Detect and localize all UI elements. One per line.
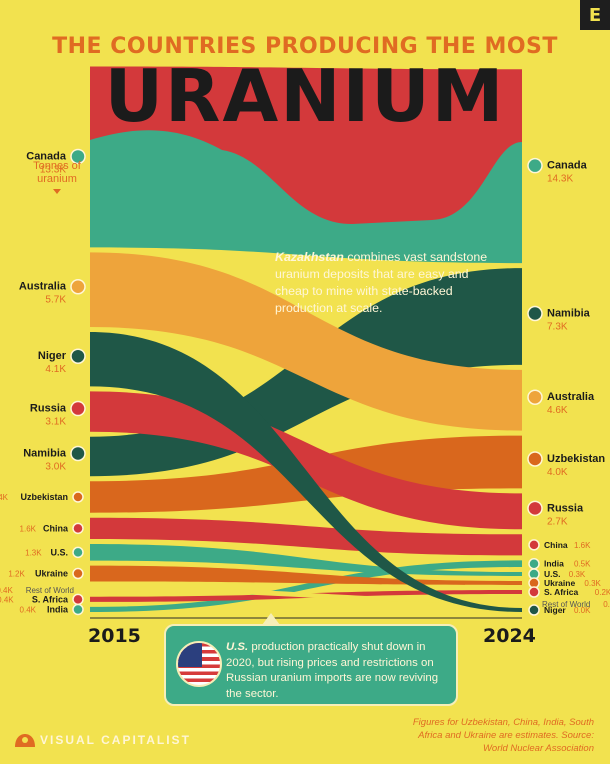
label-s-africa-start: S. Africa (32, 594, 69, 604)
flag-namibia-end-icon (527, 305, 543, 322)
value-canada-start: 13.3K (40, 164, 66, 175)
flag-china-end-icon (528, 539, 540, 551)
value-rest-of-world-start: 0.4K (0, 586, 13, 595)
flag-canada-start-icon (70, 148, 86, 165)
value-namibia-end: 7.3K (547, 321, 568, 332)
value-india-start: 0.4K (20, 605, 37, 614)
us-flag-icon (176, 641, 222, 687)
label-china-start: China (43, 523, 69, 533)
value-niger-end: 0.0K (574, 606, 591, 615)
value-ukraine-start: 1.2K (8, 570, 25, 579)
label-australia-start: Australia (19, 281, 67, 293)
value-s-africa-start: 0.4K (0, 595, 14, 604)
annotation-bold: U.S. (226, 641, 249, 653)
annotation-text: production practically shut down in 2020… (226, 641, 439, 700)
value-niger-start: 4.1K (45, 364, 66, 375)
label-u-s-end: U.S. (544, 569, 561, 579)
us-annotation: U.S. production practically shut down in… (226, 640, 454, 702)
band-u-s (90, 544, 522, 576)
flag-india-start-icon (72, 603, 84, 616)
label-india-start: India (47, 604, 69, 614)
label-u-s-start: U.S. (50, 547, 68, 557)
label-rest-of-world-end: Rest of World (542, 600, 590, 609)
value-china-start: 1.6K (20, 524, 37, 533)
flag-canada-end-icon (527, 157, 543, 174)
label-niger-end: Niger (544, 605, 566, 615)
value-u-s-end: 0.3K (569, 570, 586, 579)
flag-s-africa-end-icon (528, 586, 540, 598)
flag-ukraine-start-icon (72, 567, 84, 580)
band-australia (90, 252, 522, 431)
band-rest-of-world (90, 586, 522, 603)
unit-label: Tonnes of uranium (33, 160, 81, 185)
value-namibia-start: 3.0K (45, 461, 66, 472)
year-end-label: 2024 (483, 625, 536, 647)
visual-capitalist-logo-icon (15, 734, 35, 747)
flag-uzbekistan-start-icon (72, 491, 84, 503)
value-russia-start: 3.1K (45, 417, 66, 428)
label-russia-end: Russia (547, 502, 584, 514)
flag-niger-end-icon (528, 604, 540, 616)
value-russia-end: 2.7K (547, 516, 568, 527)
flag-australia-end-icon (527, 389, 543, 405)
value-canada-end: 14.3K (547, 174, 573, 185)
publisher-badge: E (580, 0, 610, 30)
value-s-africa-end: 0.2K (595, 588, 610, 597)
flag-russia-end-icon (527, 500, 543, 517)
flag-india-end-icon (528, 557, 540, 570)
band-niger (90, 332, 522, 612)
value-uzbekistan-end: 4.0K (547, 467, 568, 478)
value-uzbekistan-start: 2.4K (0, 493, 9, 502)
flag-russia-start-icon (70, 400, 86, 417)
flag-niger-start-icon (70, 348, 86, 364)
flag-uzbekistan-end-icon (527, 451, 543, 467)
value-india-end: 0.5K (574, 560, 591, 569)
value-rest-of-world-end: 0.2K (603, 600, 610, 609)
value-australia-start: 5.7K (45, 295, 66, 306)
flag-australia-start-icon (70, 278, 86, 295)
label-uzbekistan-end: Uzbekistan (547, 453, 605, 465)
band-kazakhstan (90, 66, 522, 225)
band-china (90, 517, 522, 556)
label-rest-of-world-start: Rest of World (26, 586, 74, 595)
label-ukraine-start: Ukraine (35, 569, 68, 579)
us-flag-canton (178, 643, 202, 667)
label-canada-end: Canada (547, 160, 588, 172)
value-china-end: 1.6K (574, 541, 591, 550)
label-australia-end: Australia (547, 391, 595, 403)
flag-u-s-start-icon (72, 546, 84, 559)
kazakhstan-annotation: Kazakhstan combines vast sandstone urani… (275, 249, 490, 317)
source-note: Figures for Uzbekistan, China, India, So… (412, 717, 594, 754)
chevron-down-icon (53, 189, 61, 194)
band-india (90, 560, 522, 612)
band-russia (90, 391, 522, 530)
label-uzbekistan-start: Uzbekistan (20, 492, 68, 502)
annotation-text: combines vast sandstone uranium deposits… (275, 250, 488, 315)
label-namibia-end: Namibia (547, 307, 591, 319)
annotation-bold: Kazakhstan (275, 250, 344, 264)
value-u-s-start: 1.3K (25, 548, 42, 557)
chart-title: URANIUM (104, 54, 506, 138)
label-canada-start: Canada (26, 150, 67, 162)
label-ukraine-end: Ukraine (544, 578, 575, 588)
value-australia-end: 4.6K (547, 405, 568, 416)
label-russia-start: Russia (30, 403, 67, 415)
year-start-label: 2015 (88, 625, 141, 647)
brand-name: VISUAL CAPITALIST (40, 733, 191, 747)
label-niger-start: Niger (38, 350, 67, 362)
flag-s-africa-start-icon (72, 593, 84, 606)
flag-namibia-start-icon (70, 445, 86, 462)
label-china-end: China (544, 540, 568, 550)
flag-china-start-icon (72, 522, 84, 535)
label-namibia-start: Namibia (23, 447, 67, 459)
value-ukraine-end: 0.3K (584, 579, 601, 588)
label-s-africa-end: S. Africa (544, 587, 578, 597)
chart-subtitle: THE COUNTRIES PRODUCING THE MOST (52, 34, 558, 59)
label-india-end: India (544, 559, 564, 569)
